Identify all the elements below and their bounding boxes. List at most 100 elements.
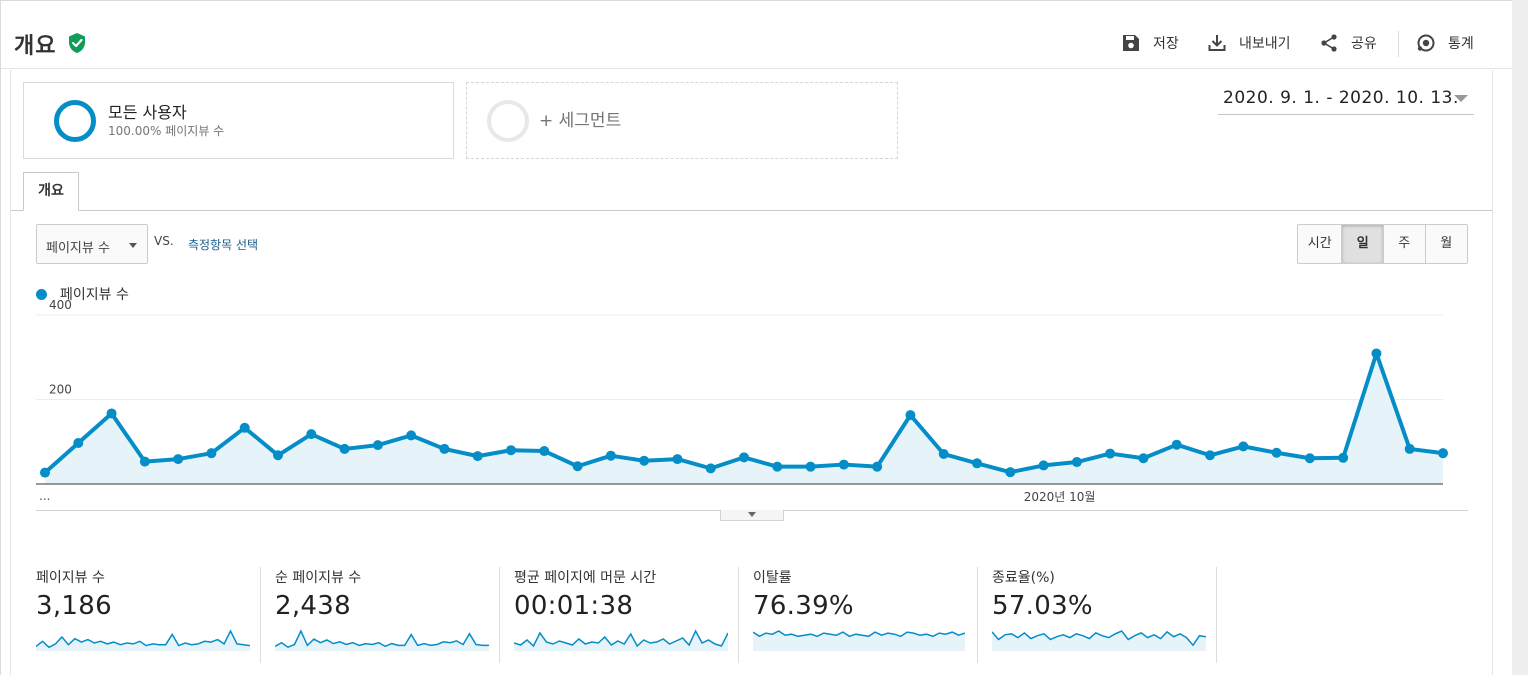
- data-point[interactable]: [838, 459, 849, 470]
- data-point[interactable]: [1371, 348, 1382, 359]
- data-point[interactable]: [1338, 452, 1349, 463]
- insights-button[interactable]: 통계: [1416, 31, 1474, 55]
- data-point[interactable]: [439, 443, 450, 454]
- pageviews-line-chart: 200 400... 2020년 10월: [36, 298, 1448, 504]
- data-point[interactable]: [872, 461, 883, 472]
- stat-label: 평균 페이지에 머문 시간: [514, 570, 657, 586]
- sparkline-area: [36, 631, 250, 651]
- data-point[interactable]: [339, 443, 350, 454]
- empty-segment-ring-icon: [487, 100, 529, 142]
- stat-divider: [260, 567, 261, 663]
- stat-card[interactable]: 순 페이지뷰 수 2,438: [275, 567, 501, 663]
- data-point[interactable]: [206, 448, 217, 459]
- shield-check-icon: [69, 33, 85, 53]
- stat-label: 이탈률: [753, 570, 792, 586]
- segment-all-users[interactable]: 모든 사용자 100.00% 페이지뷰 수: [23, 82, 454, 159]
- sparkline-line: [36, 629, 250, 649]
- granularity-month[interactable]: 월: [1440, 236, 1453, 251]
- stat-value: 57.03%: [992, 591, 1093, 621]
- data-point[interactable]: [739, 452, 749, 463]
- report-content: 모든 사용자 100.00% 페이지뷰 수 + 세그먼트 2020. 9. 1.…: [10, 70, 1493, 675]
- stat-card[interactable]: 이탈률 76.39%: [753, 567, 979, 663]
- download-icon: [1208, 35, 1226, 51]
- data-point[interactable]: [73, 438, 84, 449]
- data-point[interactable]: [805, 461, 816, 472]
- data-point[interactable]: [406, 430, 417, 441]
- data-point[interactable]: [1438, 448, 1448, 459]
- date-range-picker[interactable]: 2020. 9. 1. - 2020. 10. 13.: [1218, 83, 1474, 115]
- data-point[interactable]: [472, 451, 483, 462]
- data-point[interactable]: [572, 461, 583, 472]
- data-point[interactable]: [1271, 447, 1282, 458]
- page-title: 개요: [14, 34, 57, 59]
- stat-card[interactable]: 종료율(%) 57.03%: [992, 567, 1218, 663]
- chart-expand-toggle[interactable]: [720, 510, 784, 521]
- insights-label: 통계: [1448, 36, 1474, 52]
- add-segment-label: + 세그먼트: [539, 111, 622, 131]
- data-point[interactable]: [239, 422, 250, 433]
- data-point[interactable]: [1238, 441, 1249, 452]
- data-point[interactable]: [1404, 443, 1415, 454]
- add-segment-button[interactable]: + 세그먼트: [466, 82, 898, 159]
- sparkline-line: [275, 629, 489, 649]
- data-point[interactable]: [40, 467, 50, 478]
- data-point[interactable]: [605, 450, 616, 461]
- caret-down-icon: [1454, 95, 1468, 102]
- data-point[interactable]: [1138, 453, 1149, 464]
- data-point[interactable]: [173, 454, 184, 465]
- data-point[interactable]: [273, 450, 283, 461]
- data-point[interactable]: [1205, 450, 1215, 461]
- chart-legend: 페이지뷰 수: [36, 284, 129, 304]
- data-point[interactable]: [1005, 467, 1016, 478]
- granularity-day[interactable]: 일: [1342, 225, 1384, 263]
- granularity-hour[interactable]: 시간: [1298, 225, 1343, 263]
- select-metric-link[interactable]: 측정항목 선택: [188, 238, 259, 252]
- tab-overview[interactable]: 개요: [23, 172, 79, 211]
- stat-divider: [977, 567, 978, 663]
- stat-divider: [499, 567, 500, 663]
- sparkline-line: [992, 630, 1206, 647]
- data-point[interactable]: [1105, 448, 1116, 459]
- data-point[interactable]: [1171, 439, 1182, 450]
- data-point[interactable]: [772, 461, 783, 472]
- series-area: [45, 353, 1443, 484]
- data-point[interactable]: [306, 429, 317, 440]
- stat-card[interactable]: 평균 페이지에 머문 시간 00:01:38: [514, 567, 740, 663]
- toolbar-divider: [1398, 31, 1399, 57]
- share-icon: [1321, 34, 1337, 52]
- stat-value: 00:01:38: [514, 591, 634, 621]
- segment-subtitle: 100.00% 페이지뷰 수: [108, 124, 225, 138]
- stat-divider: [738, 567, 739, 663]
- data-point[interactable]: [639, 455, 650, 466]
- save-label: 저장: [1153, 36, 1179, 52]
- data-point[interactable]: [938, 449, 949, 460]
- sparkline: [275, 629, 489, 651]
- data-point[interactable]: [506, 445, 516, 456]
- segment-ring-icon: [54, 100, 96, 142]
- legend-label: 페이지뷰 수: [60, 287, 129, 303]
- data-point[interactable]: [1304, 453, 1315, 464]
- segment-name: 모든 사용자: [108, 103, 187, 122]
- data-point[interactable]: [972, 458, 982, 469]
- export-button[interactable]: 내보내기: [1207, 31, 1291, 55]
- data-point[interactable]: [705, 463, 716, 474]
- data-point[interactable]: [139, 456, 150, 467]
- save-icon: [1123, 35, 1139, 51]
- sparkline: [753, 630, 965, 651]
- data-point[interactable]: [539, 446, 550, 457]
- data-point[interactable]: [106, 408, 117, 419]
- share-button[interactable]: 공유: [1319, 31, 1377, 55]
- sparkline-area: [275, 631, 489, 651]
- data-point[interactable]: [372, 440, 383, 451]
- data-point[interactable]: [905, 410, 916, 421]
- data-point[interactable]: [1071, 457, 1082, 468]
- data-point[interactable]: [1038, 460, 1049, 471]
- metric-select[interactable]: 페이지뷰 수: [36, 224, 148, 264]
- sparkline-area: [514, 631, 728, 651]
- stat-card[interactable]: 페이지뷰 수 3,186: [36, 567, 262, 663]
- granularity-week[interactable]: 주: [1384, 225, 1426, 263]
- sparkline-area: [753, 631, 965, 651]
- save-button[interactable]: 저장: [1121, 31, 1179, 55]
- data-point[interactable]: [672, 454, 683, 465]
